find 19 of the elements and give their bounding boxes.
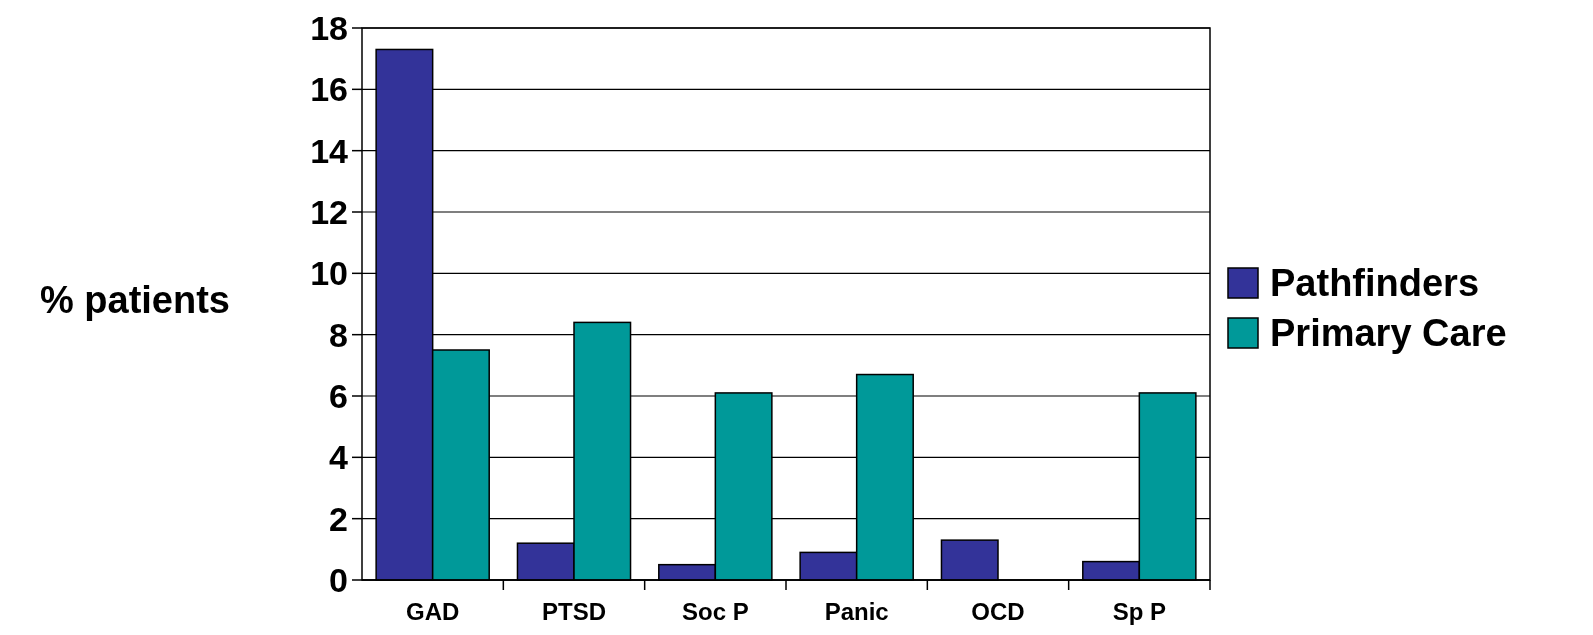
y-tick-label: 8 — [329, 315, 348, 354]
y-tick-label: 10 — [310, 254, 348, 293]
x-tick-label: Panic — [824, 598, 889, 625]
legend-label: Primary Care — [1270, 312, 1507, 355]
x-tick-label: PTSD — [541, 598, 607, 625]
y-tick-label: 14 — [310, 131, 349, 170]
x-tick-label: Sp P — [1112, 598, 1167, 625]
y-tick-label: 16 — [310, 70, 348, 109]
y-tick-label: 6 — [329, 376, 348, 415]
y-tick-label: 4 — [329, 438, 349, 477]
x-tick-label: OCD — [971, 598, 1025, 625]
y-tick-label: 0 — [329, 560, 348, 599]
y-axis-title: % patients — [39, 279, 231, 322]
y-tick-label: 12 — [310, 192, 348, 231]
x-tick-label: Soc P — [681, 598, 749, 625]
y-tick-label: 2 — [329, 499, 348, 538]
legend-label: Pathfinders — [1270, 262, 1480, 305]
y-tick-label: 18 — [310, 8, 348, 47]
x-tick-label: GAD — [405, 598, 460, 625]
